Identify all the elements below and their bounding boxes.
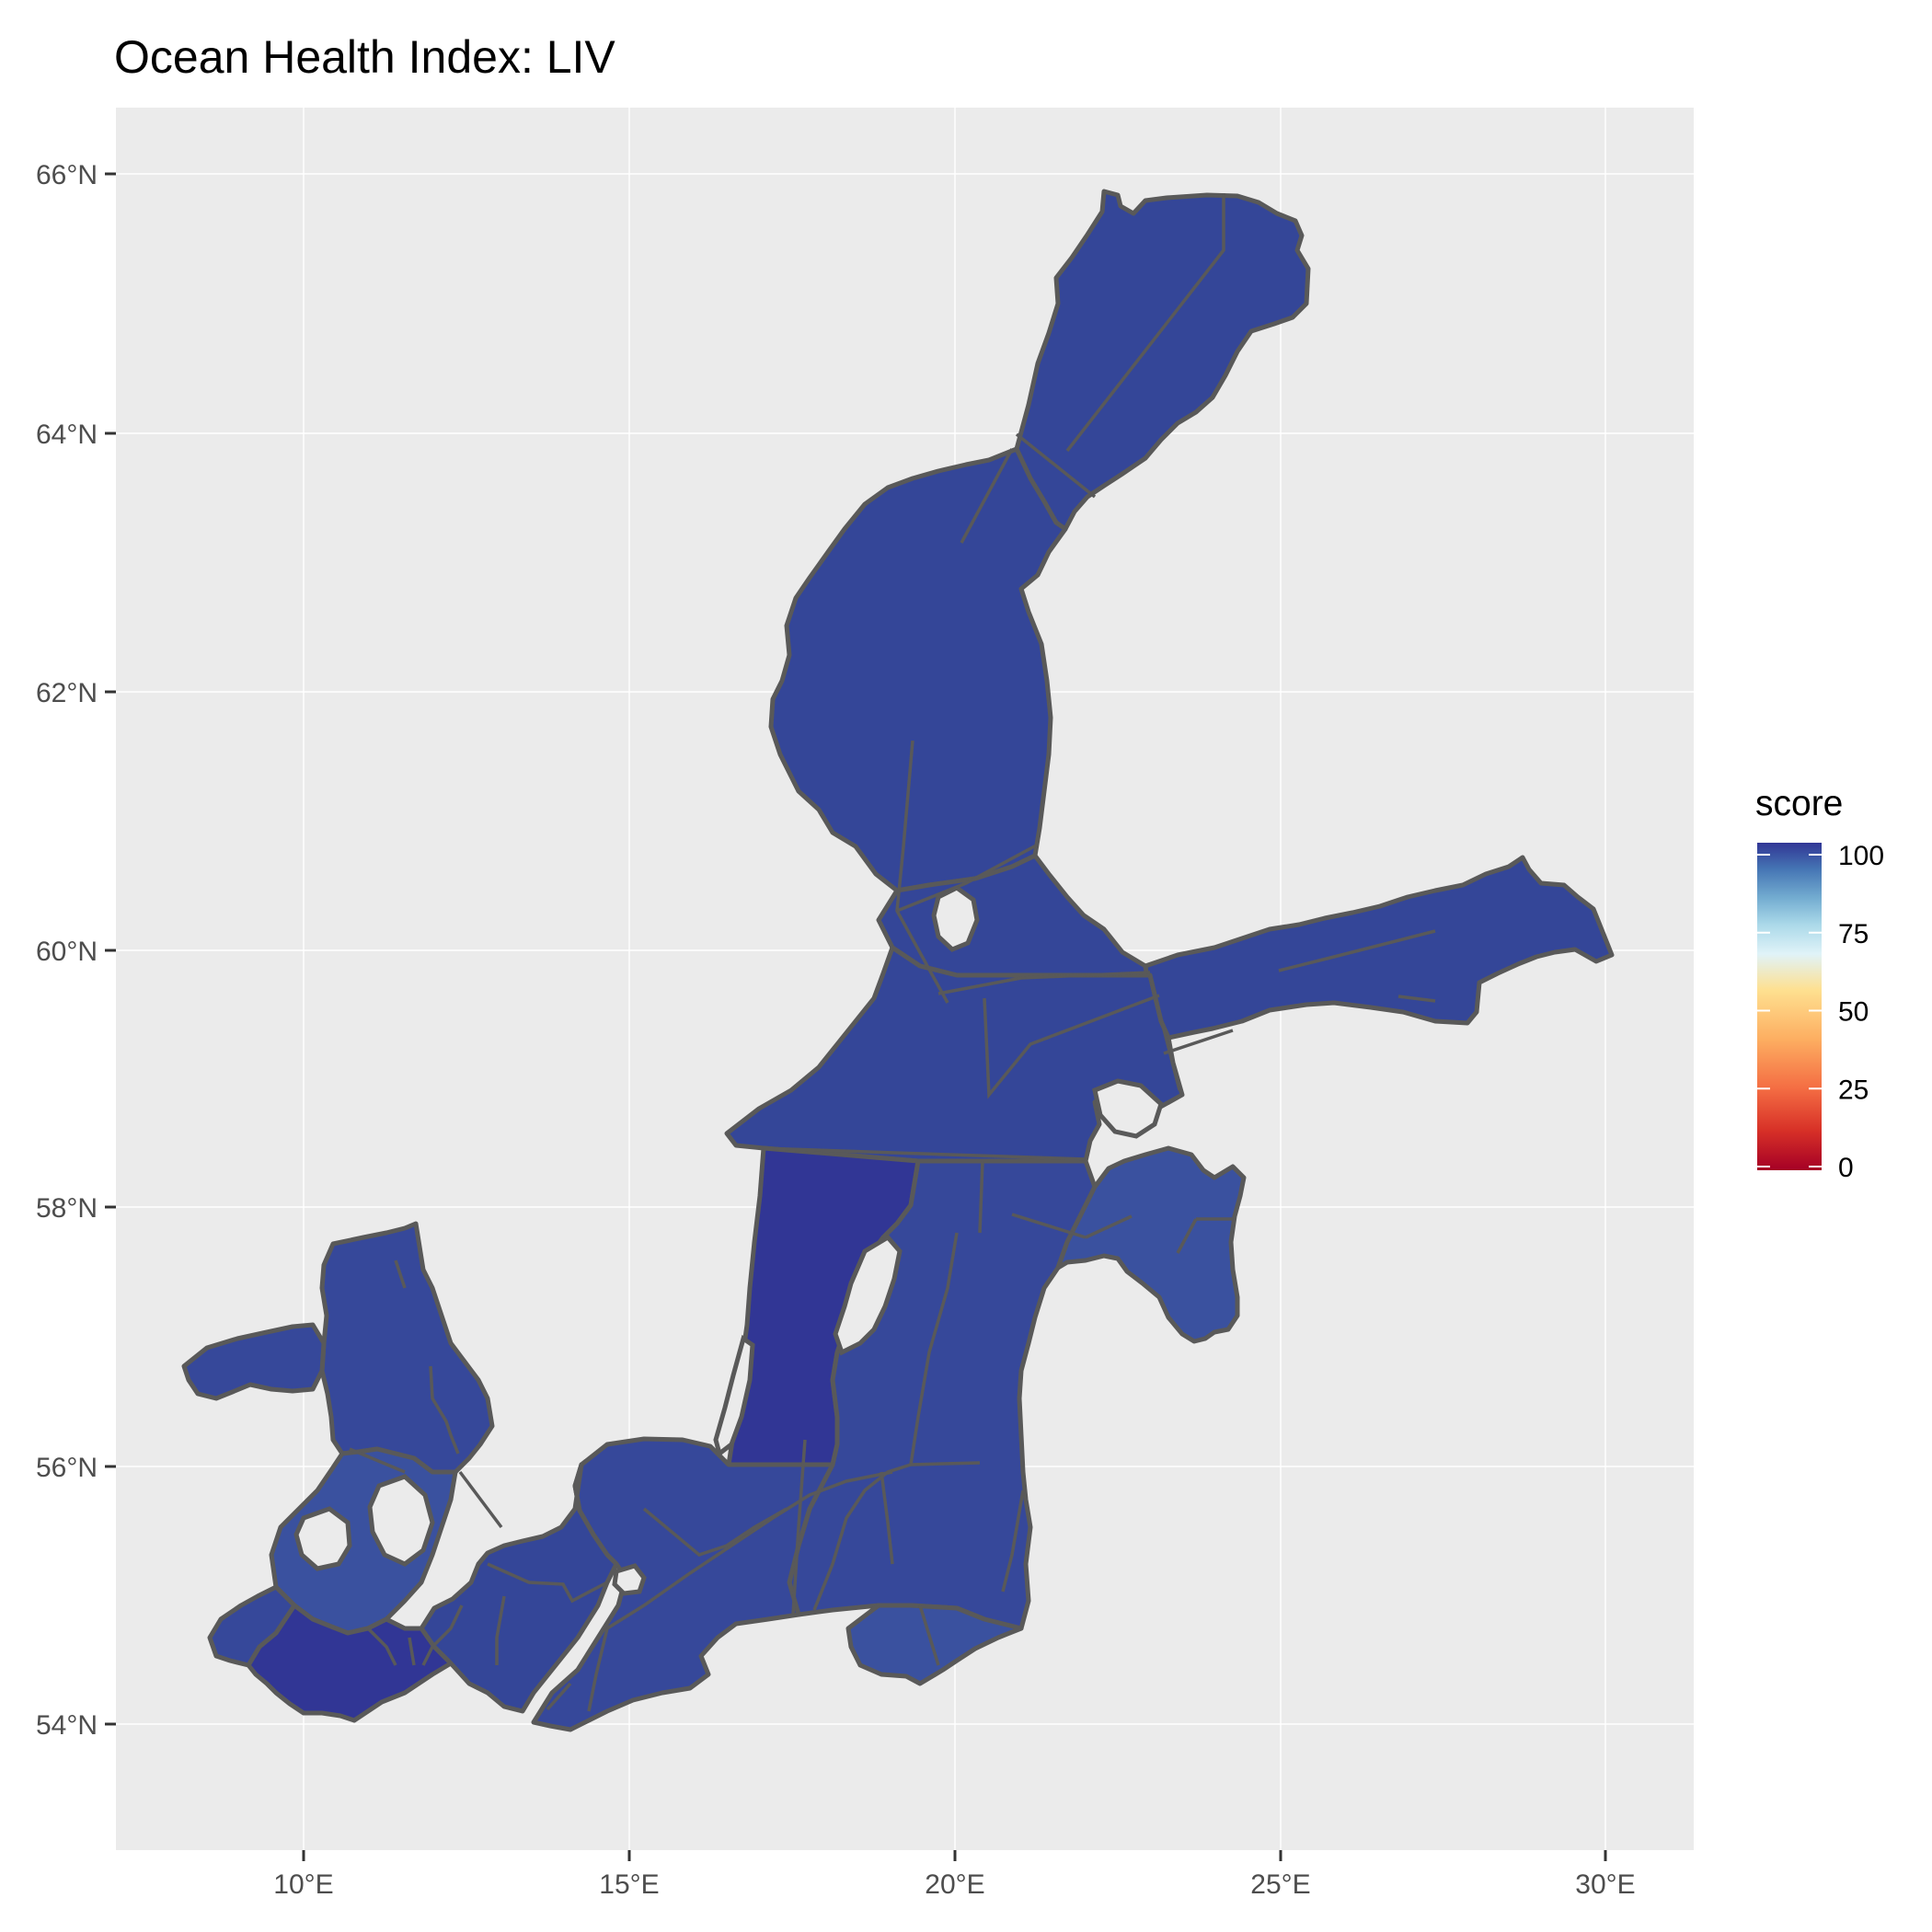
legend-title: score	[1755, 784, 1843, 823]
region-arkona-basin	[419, 1462, 619, 1714]
basin-boundaries	[349, 193, 1436, 1712]
boundary-line	[1148, 974, 1181, 1091]
boundary-line	[918, 1604, 940, 1666]
legend-label-0: 0	[1838, 1153, 1854, 1183]
region-kattegat	[319, 1221, 495, 1475]
y-tick-label-60n: 60°N	[36, 937, 98, 967]
boundary-line	[1015, 432, 1097, 499]
y-tick-label-54n: 54°N	[36, 1710, 98, 1741]
island-zealand	[367, 1474, 435, 1567]
boundary-line	[1278, 929, 1436, 972]
boundary-line	[1176, 1218, 1198, 1254]
boundary-line	[421, 1604, 464, 1666]
x-tick-label-10e: 10°E	[273, 1869, 333, 1900]
boundary-line	[1085, 1214, 1133, 1239]
boundary-line	[909, 1232, 959, 1466]
region-gdansk-basin	[845, 1603, 1024, 1686]
boundary-line	[349, 1447, 406, 1474]
island-bornholm	[612, 1563, 647, 1596]
region-gulf-of-finland	[1143, 855, 1615, 1041]
boundary-line	[487, 1562, 608, 1604]
y-tick-label-62n: 62°N	[36, 678, 98, 708]
legend-label-50: 50	[1838, 997, 1869, 1028]
boundary-line	[983, 994, 1160, 1099]
region-bothnian-bay	[1014, 189, 1311, 532]
legend-colorbar	[1757, 843, 1822, 1170]
boundary-line	[606, 1470, 893, 1630]
boundary-line	[366, 1627, 397, 1666]
y-axis: 54°N 56°N 58°N 60°N 62°N 64°N 66°N	[36, 160, 116, 1741]
boundary-line	[458, 1470, 503, 1529]
island-gotland	[833, 1234, 903, 1356]
boundary-line	[896, 843, 1039, 913]
boundary-line	[1011, 1213, 1087, 1239]
y-tick-label-64n: 64°N	[36, 420, 98, 450]
legend-label-75: 75	[1838, 919, 1869, 949]
region-bothnian-sea	[768, 446, 1068, 893]
x-axis: 10°E 15°E 20°E 25°E 30°E	[273, 1850, 1636, 1900]
boundary-line	[408, 1637, 416, 1666]
region-bornholm-basin	[531, 1436, 835, 1732]
legend-ticks: 0 25 50 75 100	[1757, 841, 1884, 1183]
score-legend: score 0 25 50 75 100	[1755, 784, 1884, 1183]
boundary-line	[1397, 995, 1436, 1003]
region-skagerrak-inlet	[181, 1322, 327, 1401]
boundary-line	[1065, 193, 1225, 453]
legend-label-25: 25	[1838, 1075, 1869, 1105]
island-saaremaa	[1092, 1078, 1164, 1139]
chart-title: Ocean Health Index: LIV	[114, 31, 615, 83]
boundary-line	[495, 1595, 506, 1665]
island-aland	[931, 885, 980, 952]
boundary-line	[880, 1471, 894, 1565]
boundary-line	[791, 1439, 807, 1616]
boundary-line	[546, 1682, 572, 1711]
y-tick-label-58n: 58°N	[36, 1193, 98, 1224]
y-tick-label-56n: 56°N	[36, 1453, 98, 1483]
island-funen	[293, 1506, 352, 1571]
x-tick-label-20e: 20°E	[925, 1869, 984, 1900]
boundary-line	[978, 1160, 984, 1234]
boundary-line	[642, 1507, 788, 1557]
region-kiel-bay	[246, 1603, 454, 1723]
boundary-line	[759, 1146, 1087, 1161]
islands	[293, 885, 1164, 1596]
boundary-line	[1163, 1029, 1234, 1055]
boundary-line	[394, 1259, 407, 1289]
x-tick-label-25e: 25°E	[1250, 1869, 1310, 1900]
island-oland	[713, 1334, 755, 1458]
boundary-line	[960, 448, 1014, 544]
legend-label-100: 100	[1838, 841, 1884, 871]
boundary-line	[910, 1461, 981, 1466]
y-tick-label-66n: 66°N	[36, 160, 98, 190]
x-tick-label-15e: 15°E	[599, 1869, 659, 1900]
boundary-line	[429, 1365, 460, 1455]
boundary-line	[895, 740, 949, 1004]
boundary-line	[1001, 1489, 1025, 1593]
region-little-belt	[207, 1584, 297, 1668]
x-tick-label-30e: 30°E	[1575, 1869, 1635, 1900]
region-gulf-of-riga	[1055, 1145, 1247, 1344]
boundary-line	[587, 1627, 609, 1712]
boundary-line	[937, 971, 1151, 995]
